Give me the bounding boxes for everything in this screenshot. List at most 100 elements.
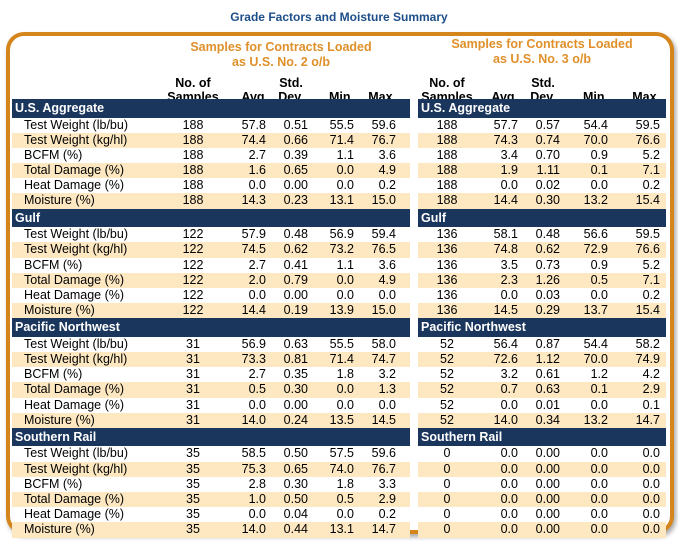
cell-max: 58.0 — [371, 336, 396, 351]
cell-min: 0.0 — [336, 178, 354, 193]
row-label: Moisture (%) — [24, 193, 95, 208]
cell-avg: 74.5 — [241, 242, 266, 257]
col-samples-line1: No. of — [175, 76, 211, 90]
cell-samples: 122 — [182, 303, 204, 318]
cell-min: 73.2 — [329, 242, 354, 257]
cell-avg: 2.0 — [248, 272, 266, 287]
cell-max: 15.0 — [371, 193, 396, 208]
cell-samples: 136 — [436, 303, 458, 318]
cell-stddev: 0.00 — [535, 522, 560, 537]
cell-min: 1.8 — [336, 367, 354, 382]
cell-stddev: 0.00 — [283, 287, 308, 302]
cell-min: 13.5 — [329, 412, 354, 427]
cell-stddev: 0.66 — [283, 132, 308, 147]
table-row: Total Damage (%) 35 1.0 0.50 0.5 2.9 — [12, 491, 410, 508]
table-row: Moisture (%) 122 14.4 0.19 13.9 15.0 — [12, 303, 410, 319]
cell-stddev: 0.63 — [535, 382, 560, 397]
cell-samples: 0 — [443, 522, 451, 537]
rows-no2: U.S. Aggregate Test Weight (lb/bu) 188 57.8… — [12, 99, 410, 538]
cell-stddev: 0.00 — [535, 507, 560, 522]
cell-min: 0.9 — [590, 257, 608, 272]
cell-max: 3.2 — [378, 367, 396, 382]
cell-max: 59.6 — [371, 446, 396, 461]
cell-samples: 188 — [182, 147, 204, 162]
table-row: Moisture (%) 188 14.3 0.23 13.1 15.0 — [12, 193, 410, 209]
table-row: Heat Damage (%) 31 0.0 0.00 0.0 0.0 — [12, 398, 410, 413]
cell-stddev: 0.51 — [283, 117, 308, 132]
cell-stddev: 0.03 — [535, 287, 560, 302]
cell-stddev: 1.26 — [535, 272, 560, 287]
cell-min: 0.0 — [590, 287, 608, 302]
cell-max: 5.2 — [642, 257, 660, 272]
cell-max: 76.7 — [371, 132, 396, 147]
table-row: 52 56.4 0.87 54.4 58.2 — [418, 337, 666, 352]
cell-max: 76.5 — [371, 242, 396, 257]
cell-max: 7.1 — [642, 163, 660, 178]
cell-avg: 1.6 — [248, 163, 266, 178]
cell-stddev: 0.73 — [535, 257, 560, 272]
cell-avg: 57.9 — [241, 227, 266, 242]
table-row: Test Weight (lb/bu) 122 57.9 0.48 56.9 59.4 — [12, 227, 410, 242]
cell-min: 0.1 — [590, 163, 608, 178]
section-header: Southern Rail — [418, 427, 666, 447]
table-row: 0 0.0 0.00 0.0 0.0 — [418, 477, 666, 492]
cell-stddev: 0.48 — [535, 227, 560, 242]
cell-samples: 122 — [182, 272, 204, 287]
cell-samples: 122 — [182, 242, 204, 257]
cell-min: 0.1 — [590, 382, 608, 397]
cell-samples: 136 — [436, 287, 458, 302]
cell-max: 0.0 — [378, 287, 396, 302]
cell-max: 0.0 — [642, 491, 660, 506]
cell-samples: 35 — [186, 507, 200, 522]
table-row: 136 58.1 0.48 56.6 59.5 — [418, 227, 666, 242]
cell-samples: 122 — [182, 287, 204, 302]
cell-min: 13.9 — [329, 303, 354, 318]
cell-avg: 57.7 — [493, 117, 518, 132]
cell-avg: 0.0 — [248, 287, 266, 302]
table-row: Moisture (%) 35 14.0 0.44 13.1 14.7 — [12, 522, 410, 538]
cell-avg: 0.0 — [248, 397, 266, 412]
table-row: 0 0.0 0.00 0.0 0.0 — [418, 491, 666, 508]
cell-samples: 188 — [436, 178, 458, 193]
cell-min: 70.0 — [583, 351, 608, 366]
table-row: Test Weight (kg/hl) 35 75.3 0.65 74.0 76.7 — [12, 461, 410, 477]
cell-min: 1.8 — [336, 476, 354, 491]
cell-min: 0.0 — [590, 461, 608, 476]
table-row: 188 1.9 1.11 0.1 7.1 — [418, 163, 666, 179]
cell-max: 59.5 — [635, 117, 660, 132]
cell-stddev: 0.35 — [283, 367, 308, 382]
table-row: Heat Damage (%) 122 0.0 0.00 0.0 0.0 — [12, 288, 410, 303]
cell-min: 1.1 — [336, 257, 354, 272]
row-label: BCFM (%) — [24, 367, 83, 382]
table-row: BCFM (%) 31 2.7 0.35 1.8 3.2 — [12, 367, 410, 382]
cell-avg: 0.0 — [500, 446, 518, 461]
cell-samples: 52 — [440, 382, 454, 397]
cell-stddev: 0.44 — [283, 522, 308, 537]
cell-avg: 2.7 — [248, 367, 266, 382]
cell-stddev: 0.81 — [283, 351, 308, 366]
cell-min: 0.0 — [336, 397, 354, 412]
cell-stddev: 0.04 — [283, 507, 308, 522]
cell-max: 59.6 — [371, 117, 396, 132]
col-samples-line1: No. of — [429, 76, 465, 90]
table-row: 0 0.0 0.00 0.0 0.0 — [418, 461, 666, 477]
cell-stddev: 0.63 — [283, 336, 308, 351]
cell-samples: 52 — [440, 351, 454, 366]
cell-avg: 58.1 — [493, 227, 518, 242]
table-row: 0 0.0 0.00 0.0 0.0 — [418, 507, 666, 522]
row-label: Heat Damage (%) — [24, 287, 125, 302]
row-label: BCFM (%) — [24, 147, 83, 162]
cell-samples: 0 — [443, 507, 451, 522]
cell-avg: 0.5 — [248, 382, 266, 397]
cell-samples: 188 — [182, 178, 204, 193]
cell-samples: 188 — [182, 117, 204, 132]
cell-avg: 14.5 — [493, 303, 518, 318]
table-row: 136 2.3 1.26 0.5 7.1 — [418, 272, 666, 288]
cell-max: 7.1 — [642, 272, 660, 287]
cell-samples: 136 — [436, 227, 458, 242]
cell-avg: 0.0 — [500, 397, 518, 412]
cell-stddev: 0.19 — [283, 303, 308, 318]
table-row: 52 72.6 1.12 70.0 74.9 — [418, 351, 666, 368]
cell-stddev: 0.70 — [535, 147, 560, 162]
cell-samples: 31 — [186, 351, 200, 366]
